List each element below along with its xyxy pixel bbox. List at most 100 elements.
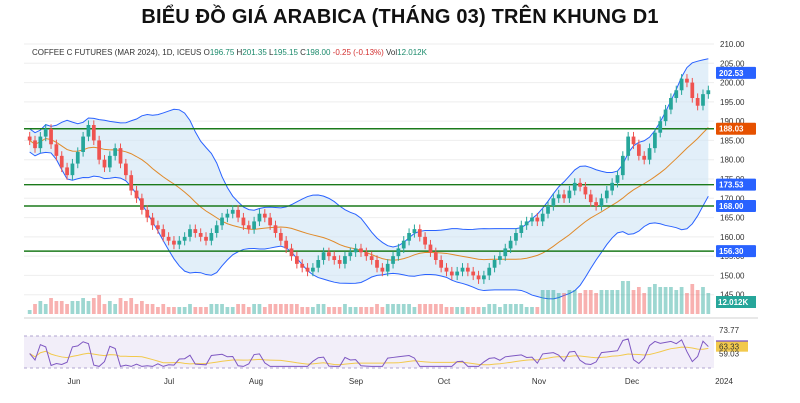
price-chart[interactable]: 145.00150.00155.00160.00165.00170.00175.… [24, 36, 772, 390]
candle-body [193, 229, 198, 233]
volume-bar [214, 304, 219, 314]
candle-body [449, 271, 454, 276]
candle-body [209, 233, 214, 241]
time-tick-label: Jul [164, 377, 174, 386]
candle-body [594, 202, 598, 206]
volume-bar [236, 304, 240, 314]
volume-bar [439, 304, 444, 314]
candle-body [562, 194, 566, 199]
candle-body [161, 229, 166, 237]
rsi-tick-label: 73.77 [719, 326, 740, 335]
price-axis: 145.00150.00155.00160.00165.00170.00175.… [720, 40, 745, 300]
volume-bar [49, 298, 53, 314]
candle-body [65, 167, 69, 176]
candle-body [278, 233, 283, 241]
volume-bar [220, 304, 224, 314]
candle-body [685, 78, 689, 83]
candle-body [492, 260, 497, 268]
price-tick-label: 150.00 [720, 271, 745, 280]
candle-body [70, 163, 75, 176]
low-value: 195.15 [273, 48, 298, 57]
rsi-line [29, 338, 709, 367]
volume-bar [246, 307, 251, 314]
volume-bar [327, 307, 331, 314]
rsi-tick-label: 59.03 [719, 350, 740, 359]
volume-bar [364, 307, 369, 314]
candle-body [471, 271, 476, 276]
volume-bar [332, 307, 337, 314]
volume-bar [145, 304, 150, 314]
candle-body [369, 256, 374, 260]
price-labels: 202.53 188.03 173.53 168.00 156.30 12.012K [716, 66, 756, 308]
volume-bar [59, 301, 64, 314]
volume-bar [182, 307, 187, 314]
candle-body [204, 236, 208, 241]
volume-bar [663, 287, 668, 314]
volume-bar [177, 307, 182, 314]
candle-body [177, 240, 182, 245]
candle-body [241, 217, 246, 226]
candle-body [220, 217, 224, 226]
volume-bar [482, 307, 486, 314]
candles [27, 74, 711, 284]
volume-bar [343, 304, 347, 314]
candle-body [546, 206, 550, 214]
chart-frame: 145.00150.00155.00160.00165.00170.00175.… [24, 36, 772, 390]
volume-bar [685, 293, 689, 314]
volume-bar [567, 290, 572, 314]
time-tick-label: Aug [249, 377, 263, 386]
price-label-box [716, 200, 756, 212]
volume-bar [653, 284, 657, 314]
candle-body [551, 198, 556, 206]
volume-bar [679, 287, 684, 314]
volume-bar [27, 310, 32, 314]
volume-bar [626, 281, 631, 314]
volume-bar [465, 307, 470, 314]
price-tick-label: 170.00 [720, 194, 745, 203]
volume-bar [81, 298, 85, 314]
candle-body [134, 190, 139, 199]
price-label: 188.03 [719, 125, 744, 134]
volume-bar [54, 301, 59, 314]
volume-bar [262, 307, 267, 314]
volume-bar [412, 307, 417, 314]
volume-bar [305, 307, 310, 314]
price-tick-label: 145.00 [720, 291, 745, 300]
volume-bar [337, 307, 342, 314]
volume-bar [33, 304, 37, 314]
volume-bar [156, 307, 160, 314]
candle-body [679, 78, 684, 91]
volume-bar [198, 307, 203, 314]
volume-bar [540, 290, 545, 314]
volume-bar [690, 284, 695, 314]
candle-body [433, 252, 438, 260]
candle-body [230, 209, 235, 214]
candle-body [610, 182, 615, 191]
price-tick-label: 190.00 [720, 117, 745, 126]
candle-body [642, 155, 647, 160]
price-tick-label: 185.00 [720, 136, 745, 145]
volume-bar [551, 290, 556, 314]
candle-body [353, 248, 358, 253]
candle-body [359, 248, 363, 253]
candle-body [482, 275, 486, 280]
volume-bar [503, 304, 508, 314]
volume-bar [524, 307, 529, 314]
candle-body [236, 209, 240, 218]
candle-body [599, 198, 604, 206]
candle-body [380, 267, 385, 272]
time-tick-label: Sep [349, 377, 364, 386]
volume-bar [417, 304, 422, 314]
volume-bar [546, 290, 550, 314]
price-label-box [716, 245, 756, 258]
candle-body [674, 90, 679, 98]
candle-body [701, 94, 705, 106]
volume-label: 12.012K [718, 298, 748, 307]
volume-bar [476, 307, 481, 314]
volume-bar [252, 304, 256, 314]
candle-body [188, 229, 192, 237]
volume-bar [43, 304, 48, 314]
high-value: 201.35 [242, 48, 267, 57]
price-tick-label: 160.00 [720, 233, 745, 242]
candle-body [91, 125, 96, 141]
